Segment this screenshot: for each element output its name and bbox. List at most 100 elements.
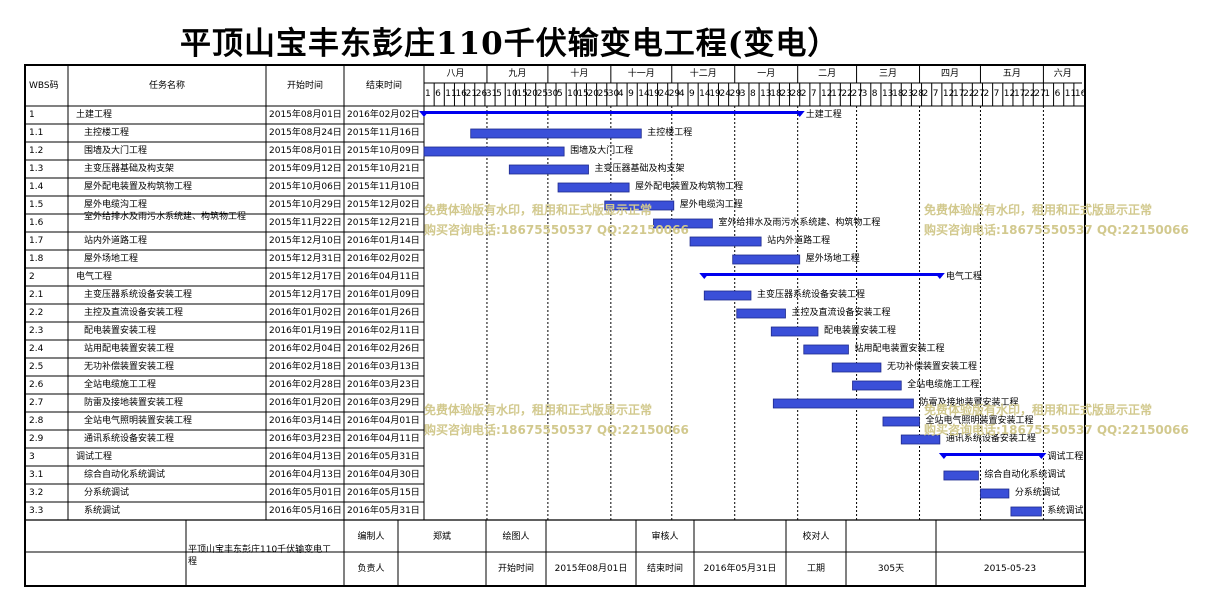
wbs-cell: 3.1 (29, 470, 44, 480)
day-tick-label: 30 (607, 89, 620, 99)
day-tick-label: 12 (942, 89, 955, 99)
end-date-cell: 2016年05月31日 (347, 506, 420, 516)
task-name-cell: 综合自动化系统调试 (84, 470, 166, 480)
task-bar-label: 全站电缆施工工程 (907, 380, 980, 390)
day-tick-label: 1 (425, 89, 431, 99)
start-date-cell: 2015年08月01日 (269, 146, 342, 156)
task-name-cell: 配电装置安装工程 (84, 326, 157, 336)
day-tick-label: 13 (881, 89, 894, 99)
start-date-cell: 2015年12月31日 (269, 254, 342, 264)
task-name-cell: 全站电气照明装置安装工程 (84, 416, 193, 426)
month-label: 三月 (879, 69, 898, 79)
summary-end-marker (794, 111, 805, 117)
end-date-cell: 2016年05月15日 (347, 488, 420, 498)
wbs-cell: 1.8 (29, 254, 44, 264)
task-bar-label: 调试工程 (1047, 452, 1084, 462)
task-name-cell: 通讯系统设备安装工程 (84, 434, 175, 444)
task-bar (852, 380, 902, 391)
task-bar-label: 全站电气照明装置安装工程 (925, 416, 1034, 426)
start-date-cell: 2015年10月29日 (269, 200, 342, 210)
day-tick-label: 17 (953, 89, 965, 99)
gantt-chart-frame: 八月 九月 十月 十一月 十二月 一月 二月 三月 四月 五月 六月 1 6 11 16 21 26 31 5 10 1… (24, 64, 1086, 587)
task-bar (557, 182, 630, 193)
summary-start-marker (419, 111, 429, 117)
day-tick-label: 28 (912, 89, 924, 99)
task-name-cell: 主变压器基础及构支架 (84, 164, 175, 174)
wbs-cell: 2 (29, 272, 35, 282)
day-tick-label: 14 (638, 89, 650, 99)
day-tick-label: 6 (435, 89, 441, 99)
start-date-cell: 2015年10月06日 (269, 182, 342, 192)
day-tick-label: 27 (1034, 89, 1046, 99)
task-name-cell: 系统调试 (84, 506, 121, 516)
day-tick-label: 12 (1003, 89, 1016, 99)
task-bar (470, 128, 642, 139)
task-bar (831, 362, 882, 373)
task-bar (772, 398, 914, 409)
start-date-cell: 2015年09月12日 (269, 164, 342, 174)
summary-start-marker (699, 273, 710, 279)
day-tick-label: 16 (1074, 89, 1087, 99)
task-bar-label: 主控及直流设备安装工程 (791, 308, 891, 318)
wbs-cell: 1.1 (29, 128, 44, 138)
wbs-cell: 1.2 (29, 146, 44, 156)
footer-owner-label: 负责人 (357, 564, 385, 574)
month-label: 十月 (570, 69, 589, 79)
wbs-cell: 2.6 (29, 380, 44, 390)
day-tick-label: 21 (465, 89, 478, 99)
day-tick-label: 18 (892, 89, 904, 99)
wbs-cell: 3 (29, 452, 35, 462)
start-date-cell: 2016年05月16日 (269, 506, 342, 516)
month-label: 五月 (1002, 69, 1021, 79)
start-date-cell: 2015年12月10日 (269, 236, 342, 246)
task-bar-label: 系统调试 (1047, 506, 1084, 516)
day-tick-label: 7 (810, 89, 817, 99)
task-bar (604, 200, 675, 211)
wbs-cell: 3.2 (29, 488, 44, 498)
day-tick-label: 11 (445, 89, 457, 99)
day-tick-label: 23 (902, 89, 914, 99)
day-tick-label: 11 (1064, 89, 1077, 99)
footer-end: 2016年05月31日 (703, 564, 777, 574)
footer-compiler: 郑斌 (432, 532, 451, 542)
summary-end-marker (934, 273, 945, 279)
day-tick-label: 7 (993, 89, 1000, 99)
task-name-cell: 电气工程 (76, 272, 113, 282)
task-bar (732, 254, 801, 265)
day-tick-label: 3 (861, 89, 868, 99)
end-date-cell: 2016年05月31日 (347, 452, 420, 462)
day-tick-label: 27 (973, 89, 985, 99)
task-name-cell: 土建工程 (76, 110, 113, 120)
day-tick-label: 26 (475, 89, 488, 99)
end-date-cell: 2016年01月14日 (347, 236, 420, 246)
task-bar (736, 308, 786, 319)
task-name-cell: 无功补偿装置安装工程 (84, 362, 175, 372)
wbs-cell: 1.7 (29, 236, 44, 246)
day-tick-label: 12 (821, 89, 833, 99)
task-bar-label: 站内外道路工程 (767, 236, 831, 246)
task-bar (770, 326, 819, 337)
end-date-cell: 2015年11月16日 (347, 128, 420, 138)
task-name-cell: 全站电缆施工工程 (84, 380, 157, 390)
day-tick-label: 16 (455, 89, 467, 99)
task-bar (653, 218, 713, 229)
day-tick-label: 8 (871, 89, 878, 99)
day-tick-label: 6 (1054, 89, 1061, 99)
gantt-svg (26, 66, 1084, 585)
footer-compiler-label: 编制人 (357, 532, 385, 542)
task-name-cell: 主变压器系统设备安装工程 (84, 290, 193, 300)
start-date-cell: 2015年11月22日 (269, 218, 342, 228)
start-date-cell: 2016年01月20日 (269, 398, 342, 408)
summary-bar (943, 453, 1042, 456)
wbs-cell: 3.3 (29, 506, 44, 516)
task-bar (508, 164, 589, 175)
month-label: 二月 (818, 69, 837, 79)
task-bar-label: 围墙及大门工程 (570, 146, 634, 156)
wbs-cell: 2.7 (29, 398, 44, 408)
day-tick-label: 22 (841, 89, 853, 99)
end-date-cell: 2016年02月26日 (347, 344, 420, 354)
month-label: 十一月 (627, 69, 655, 79)
day-tick-label: 4 (678, 89, 685, 99)
wbs-cell: 1.6 (29, 218, 44, 228)
task-bar (900, 434, 941, 445)
